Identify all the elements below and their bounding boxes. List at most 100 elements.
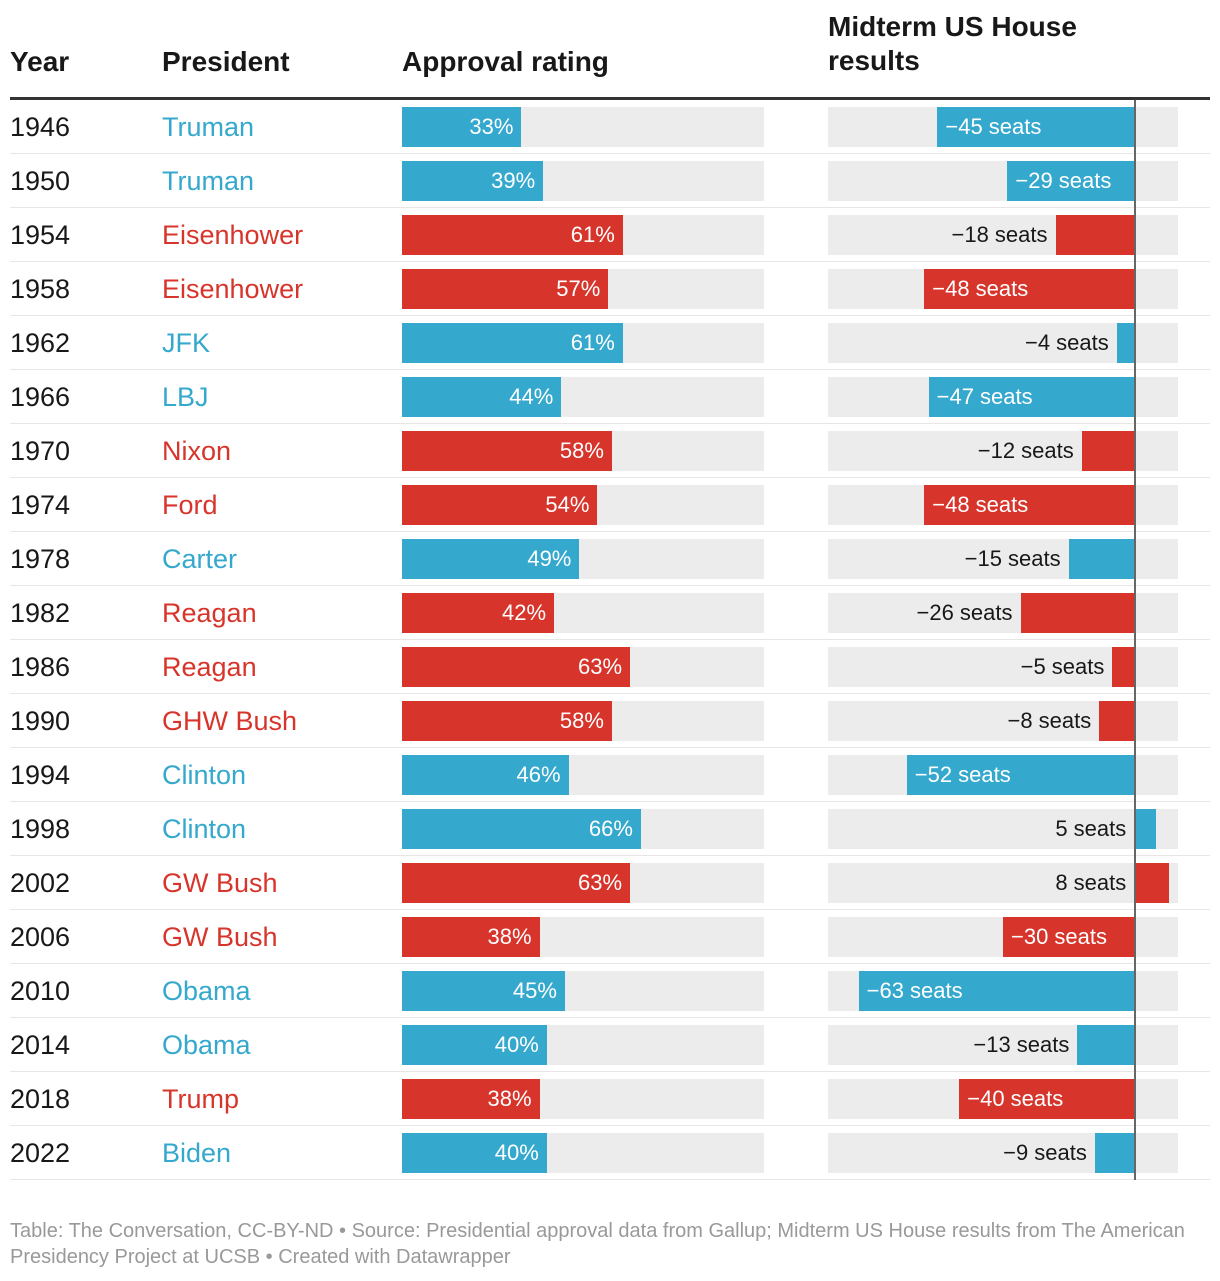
president-cell: Carter [162, 544, 238, 574]
approval-bar-track: 44% [402, 377, 764, 417]
approval-label: 61% [570, 222, 615, 247]
president-cell: Ford [162, 490, 218, 520]
president-cell: Nixon [162, 436, 232, 466]
table-row: 1966 LBJ 44% −47 seats [10, 370, 1210, 424]
approval-label: 63% [578, 654, 623, 679]
seats-bar-track: −4 seats [828, 323, 1178, 363]
year-cell: 1962 [10, 328, 71, 358]
year-cell: 1990 [10, 706, 71, 736]
seats-label: −47 seats [936, 384, 1033, 409]
approval-bar-track: 49% [402, 539, 764, 579]
approval-bar: 63% [402, 863, 631, 903]
year-cell: 1954 [10, 220, 71, 250]
president-cell: Truman [162, 166, 255, 196]
table-row: 1970 Nixon 58% −12 seats [10, 424, 1210, 478]
approval-bar: 58% [402, 701, 612, 741]
table-row: 2014 Obama 40% −13 seats [10, 1018, 1210, 1072]
header-seats[interactable]: Midterm US House results [828, 11, 1077, 76]
year-cell: 1986 [10, 652, 71, 682]
approval-bar: 45% [402, 971, 565, 1011]
approval-label: 33% [469, 114, 514, 139]
year-cell: 2010 [10, 976, 71, 1006]
approval-label: 49% [527, 546, 572, 571]
seats-bar-track: −5 seats [828, 647, 1178, 687]
table-row: 1982 Reagan 42% −26 seats [10, 586, 1210, 640]
approval-bar-track: 66% [402, 809, 764, 849]
table-row: 2006 GW Bush 38% −30 seats [10, 910, 1210, 964]
table-row: 2018 Trump 38% −40 seats [10, 1072, 1210, 1126]
approval-label: 57% [556, 276, 601, 301]
seats-bar [1094, 1133, 1135, 1173]
table-row: 1978 Carter 49% −15 seats [10, 532, 1210, 586]
table-row: 2010 Obama 45% −63 seats [10, 964, 1210, 1018]
approval-bar-track: 57% [402, 269, 764, 309]
table-row: 1962 JFK 61% −4 seats [10, 316, 1210, 370]
year-cell: 1966 [10, 382, 71, 412]
approval-label: 66% [588, 816, 633, 841]
seats-bar [924, 269, 1135, 309]
approval-bar: 38% [402, 917, 540, 957]
year-cell: 1946 [10, 112, 71, 142]
header-approval[interactable]: Approval rating [402, 46, 609, 77]
approval-bar: 40% [402, 1025, 547, 1065]
seats-label: −18 seats [951, 222, 1048, 247]
year-cell: 2022 [10, 1138, 71, 1168]
seats-bar [1099, 701, 1135, 741]
approval-bar: 63% [402, 647, 631, 687]
president-cell: Trump [162, 1084, 240, 1114]
approval-label: 63% [578, 870, 623, 895]
seats-bar-track: −29 seats [828, 161, 1178, 201]
seats-bar [1020, 593, 1135, 633]
seats-bar [1068, 539, 1135, 579]
seats-label: −40 seats [967, 1086, 1064, 1111]
approval-bar: 54% [402, 485, 598, 525]
year-cell: 1994 [10, 760, 71, 790]
seats-bar [959, 1079, 1135, 1119]
approval-bar-track: 63% [402, 647, 764, 687]
president-cell: GW Bush [162, 922, 278, 952]
year-cell: 1974 [10, 490, 71, 520]
table-row: 1950 Truman 39% −29 seats [10, 154, 1210, 208]
seats-label: −52 seats [914, 762, 1011, 787]
seats-bar-track: −47 seats [828, 377, 1178, 417]
seats-label: −9 seats [1003, 1140, 1087, 1165]
seats-label: −5 seats [1020, 654, 1105, 679]
year-cell: 1970 [10, 436, 71, 466]
approval-bar-track: 39% [402, 161, 764, 201]
seats-bar-track: 8 seats [828, 863, 1178, 903]
seats-bar-track: −8 seats [828, 701, 1178, 741]
approval-label: 45% [512, 978, 557, 1003]
header-year[interactable]: Year [10, 46, 70, 77]
seats-bar-track: −48 seats [828, 485, 1178, 525]
year-cell: 2014 [10, 1030, 71, 1060]
seats-label: 8 seats [1055, 870, 1127, 895]
approval-label: 58% [559, 438, 604, 463]
president-cell: Eisenhower [162, 274, 304, 304]
approval-bar-track: 61% [402, 215, 764, 255]
approval-bar-track: 40% [402, 1025, 764, 1065]
footer-credits: Table: The Conversation, CC-BY-ND • Sour… [10, 1220, 1185, 1268]
approval-bar: 57% [402, 269, 609, 309]
seats-bar-track: −26 seats [828, 593, 1178, 633]
header-president[interactable]: President [162, 46, 290, 77]
president-cell: Obama [162, 976, 251, 1006]
approval-label: 54% [545, 492, 590, 517]
president-cell: Obama [162, 1030, 251, 1060]
approval-label: 38% [487, 924, 532, 949]
approval-bar-track: 58% [402, 701, 764, 741]
approval-bar-track: 38% [402, 917, 764, 957]
seats-bar [937, 107, 1135, 147]
table-row: 1998 Clinton 66% 5 seats [10, 802, 1210, 856]
president-cell: Reagan [162, 598, 257, 628]
table-row: 1990 GHW Bush 58% −8 seats [10, 694, 1210, 748]
seats-bar-track: −63 seats [828, 971, 1178, 1011]
president-cell: LBJ [162, 382, 209, 412]
seats-bar-track: −12 seats [828, 431, 1178, 471]
seats-bar [928, 377, 1135, 417]
seats-bar [906, 755, 1135, 795]
year-cell: 2006 [10, 922, 71, 952]
approval-bar: 66% [402, 809, 641, 849]
approval-label: 58% [559, 708, 604, 733]
approval-bar: 49% [402, 539, 580, 579]
seats-bar [1116, 323, 1135, 363]
